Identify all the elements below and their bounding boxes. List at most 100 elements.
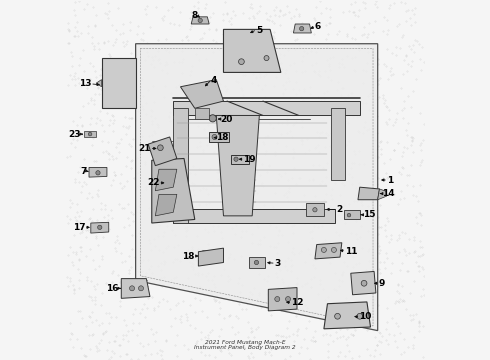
Point bbox=[242, 339, 250, 345]
Point bbox=[217, 348, 224, 354]
Point bbox=[109, 42, 117, 48]
Point bbox=[399, 115, 407, 121]
Point bbox=[410, 49, 418, 54]
Point bbox=[273, 296, 281, 302]
Point bbox=[150, 160, 158, 166]
Point bbox=[368, 317, 375, 323]
Point bbox=[259, 139, 267, 145]
Point bbox=[374, 82, 382, 87]
Point bbox=[194, 246, 201, 252]
Point bbox=[410, 342, 417, 348]
Point bbox=[155, 222, 163, 228]
Point bbox=[354, 128, 362, 134]
Point bbox=[372, 78, 380, 84]
Point bbox=[96, 117, 104, 123]
Point bbox=[232, 67, 240, 73]
Point bbox=[234, 329, 242, 335]
Point bbox=[228, 324, 236, 330]
Point bbox=[365, 126, 372, 132]
Polygon shape bbox=[173, 101, 360, 116]
Point bbox=[267, 121, 274, 126]
Point bbox=[296, 99, 304, 104]
Point bbox=[87, 95, 95, 101]
Point bbox=[172, 274, 180, 280]
Point bbox=[191, 18, 198, 24]
Point bbox=[391, 300, 398, 306]
Point bbox=[189, 163, 197, 168]
Point bbox=[300, 88, 308, 94]
Point bbox=[324, 355, 332, 360]
Point bbox=[117, 31, 124, 37]
Point bbox=[111, 239, 119, 244]
Point bbox=[197, 329, 205, 335]
Point bbox=[361, 120, 369, 125]
Point bbox=[295, 87, 303, 93]
Point bbox=[73, 336, 81, 342]
Point bbox=[303, 50, 311, 55]
Point bbox=[122, 124, 130, 130]
Point bbox=[336, 350, 344, 355]
Point bbox=[318, 240, 326, 246]
Text: 6: 6 bbox=[315, 22, 321, 31]
Point bbox=[152, 162, 160, 168]
Text: 16: 16 bbox=[106, 284, 119, 293]
Point bbox=[69, 136, 77, 142]
Point bbox=[97, 206, 105, 212]
Point bbox=[216, 159, 224, 165]
Point bbox=[159, 233, 167, 238]
Point bbox=[322, 331, 330, 337]
Point bbox=[89, 207, 97, 212]
Point bbox=[223, 115, 231, 121]
Point bbox=[235, 275, 243, 281]
Point bbox=[311, 274, 319, 280]
Point bbox=[398, 165, 406, 170]
Point bbox=[410, 192, 417, 198]
Point bbox=[242, 168, 250, 174]
Point bbox=[76, 270, 84, 276]
Point bbox=[125, 222, 133, 228]
Point bbox=[352, 319, 360, 325]
Point bbox=[330, 219, 338, 224]
Point bbox=[243, 300, 251, 306]
Point bbox=[204, 336, 212, 341]
Point bbox=[142, 100, 150, 106]
Point bbox=[351, 68, 359, 74]
Point bbox=[95, 263, 103, 269]
Point bbox=[348, 35, 356, 41]
Point bbox=[338, 272, 346, 278]
Point bbox=[286, 62, 294, 68]
Point bbox=[284, 4, 292, 9]
Point bbox=[188, 68, 196, 74]
Text: 18: 18 bbox=[216, 133, 229, 142]
Point bbox=[258, 162, 266, 167]
Point bbox=[247, 102, 255, 108]
Point bbox=[343, 54, 351, 59]
Point bbox=[201, 226, 209, 231]
Point bbox=[352, 219, 360, 224]
Point bbox=[338, 92, 345, 98]
Point bbox=[338, 162, 346, 168]
Point bbox=[416, 162, 423, 168]
Point bbox=[419, 266, 427, 272]
Point bbox=[198, 35, 206, 40]
Point bbox=[314, 129, 321, 135]
Polygon shape bbox=[180, 80, 223, 108]
Point bbox=[393, 111, 401, 116]
Point bbox=[247, 5, 255, 10]
Point bbox=[146, 182, 154, 188]
Point bbox=[371, 334, 379, 340]
Point bbox=[104, 139, 112, 145]
Point bbox=[381, 227, 389, 233]
Point bbox=[332, 287, 340, 292]
Point bbox=[245, 334, 252, 340]
Point bbox=[247, 329, 255, 335]
Point bbox=[298, 124, 306, 130]
Point bbox=[269, 341, 276, 347]
Point bbox=[338, 61, 345, 67]
Point bbox=[212, 128, 220, 134]
Circle shape bbox=[157, 145, 163, 150]
Point bbox=[255, 40, 263, 46]
Point bbox=[194, 11, 202, 17]
Point bbox=[303, 136, 311, 142]
Point bbox=[370, 353, 378, 359]
